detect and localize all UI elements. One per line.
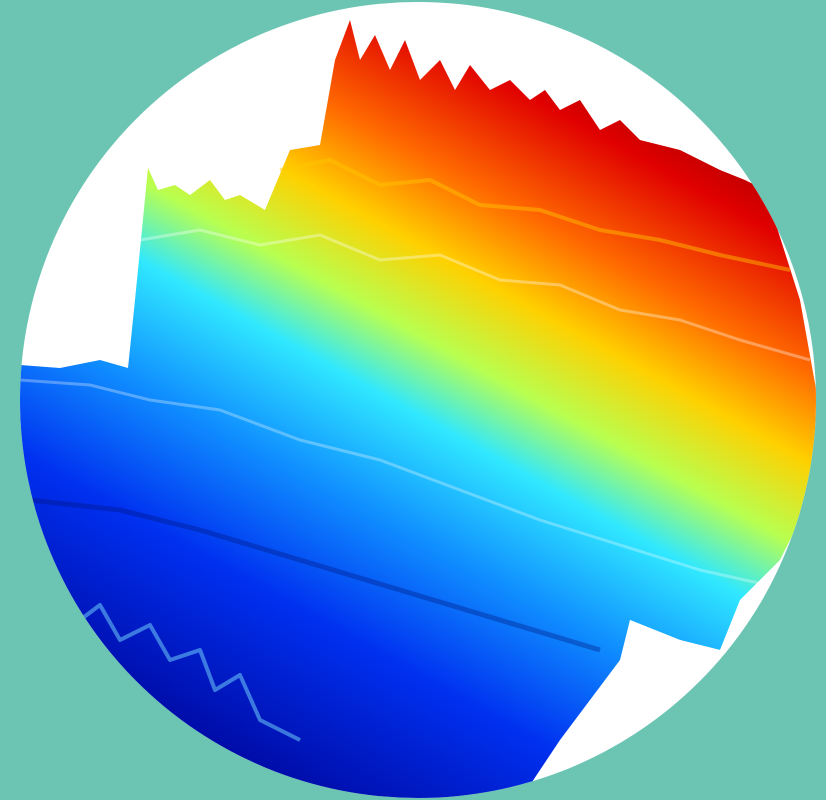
ridge — [279, 158, 791, 272]
ridges — [20, 158, 811, 742]
ridge — [29, 497, 601, 653]
ridge — [78, 603, 301, 742]
ridge — [20, 378, 791, 592]
surface-body — [20, 20, 816, 798]
ridge — [139, 228, 811, 362]
